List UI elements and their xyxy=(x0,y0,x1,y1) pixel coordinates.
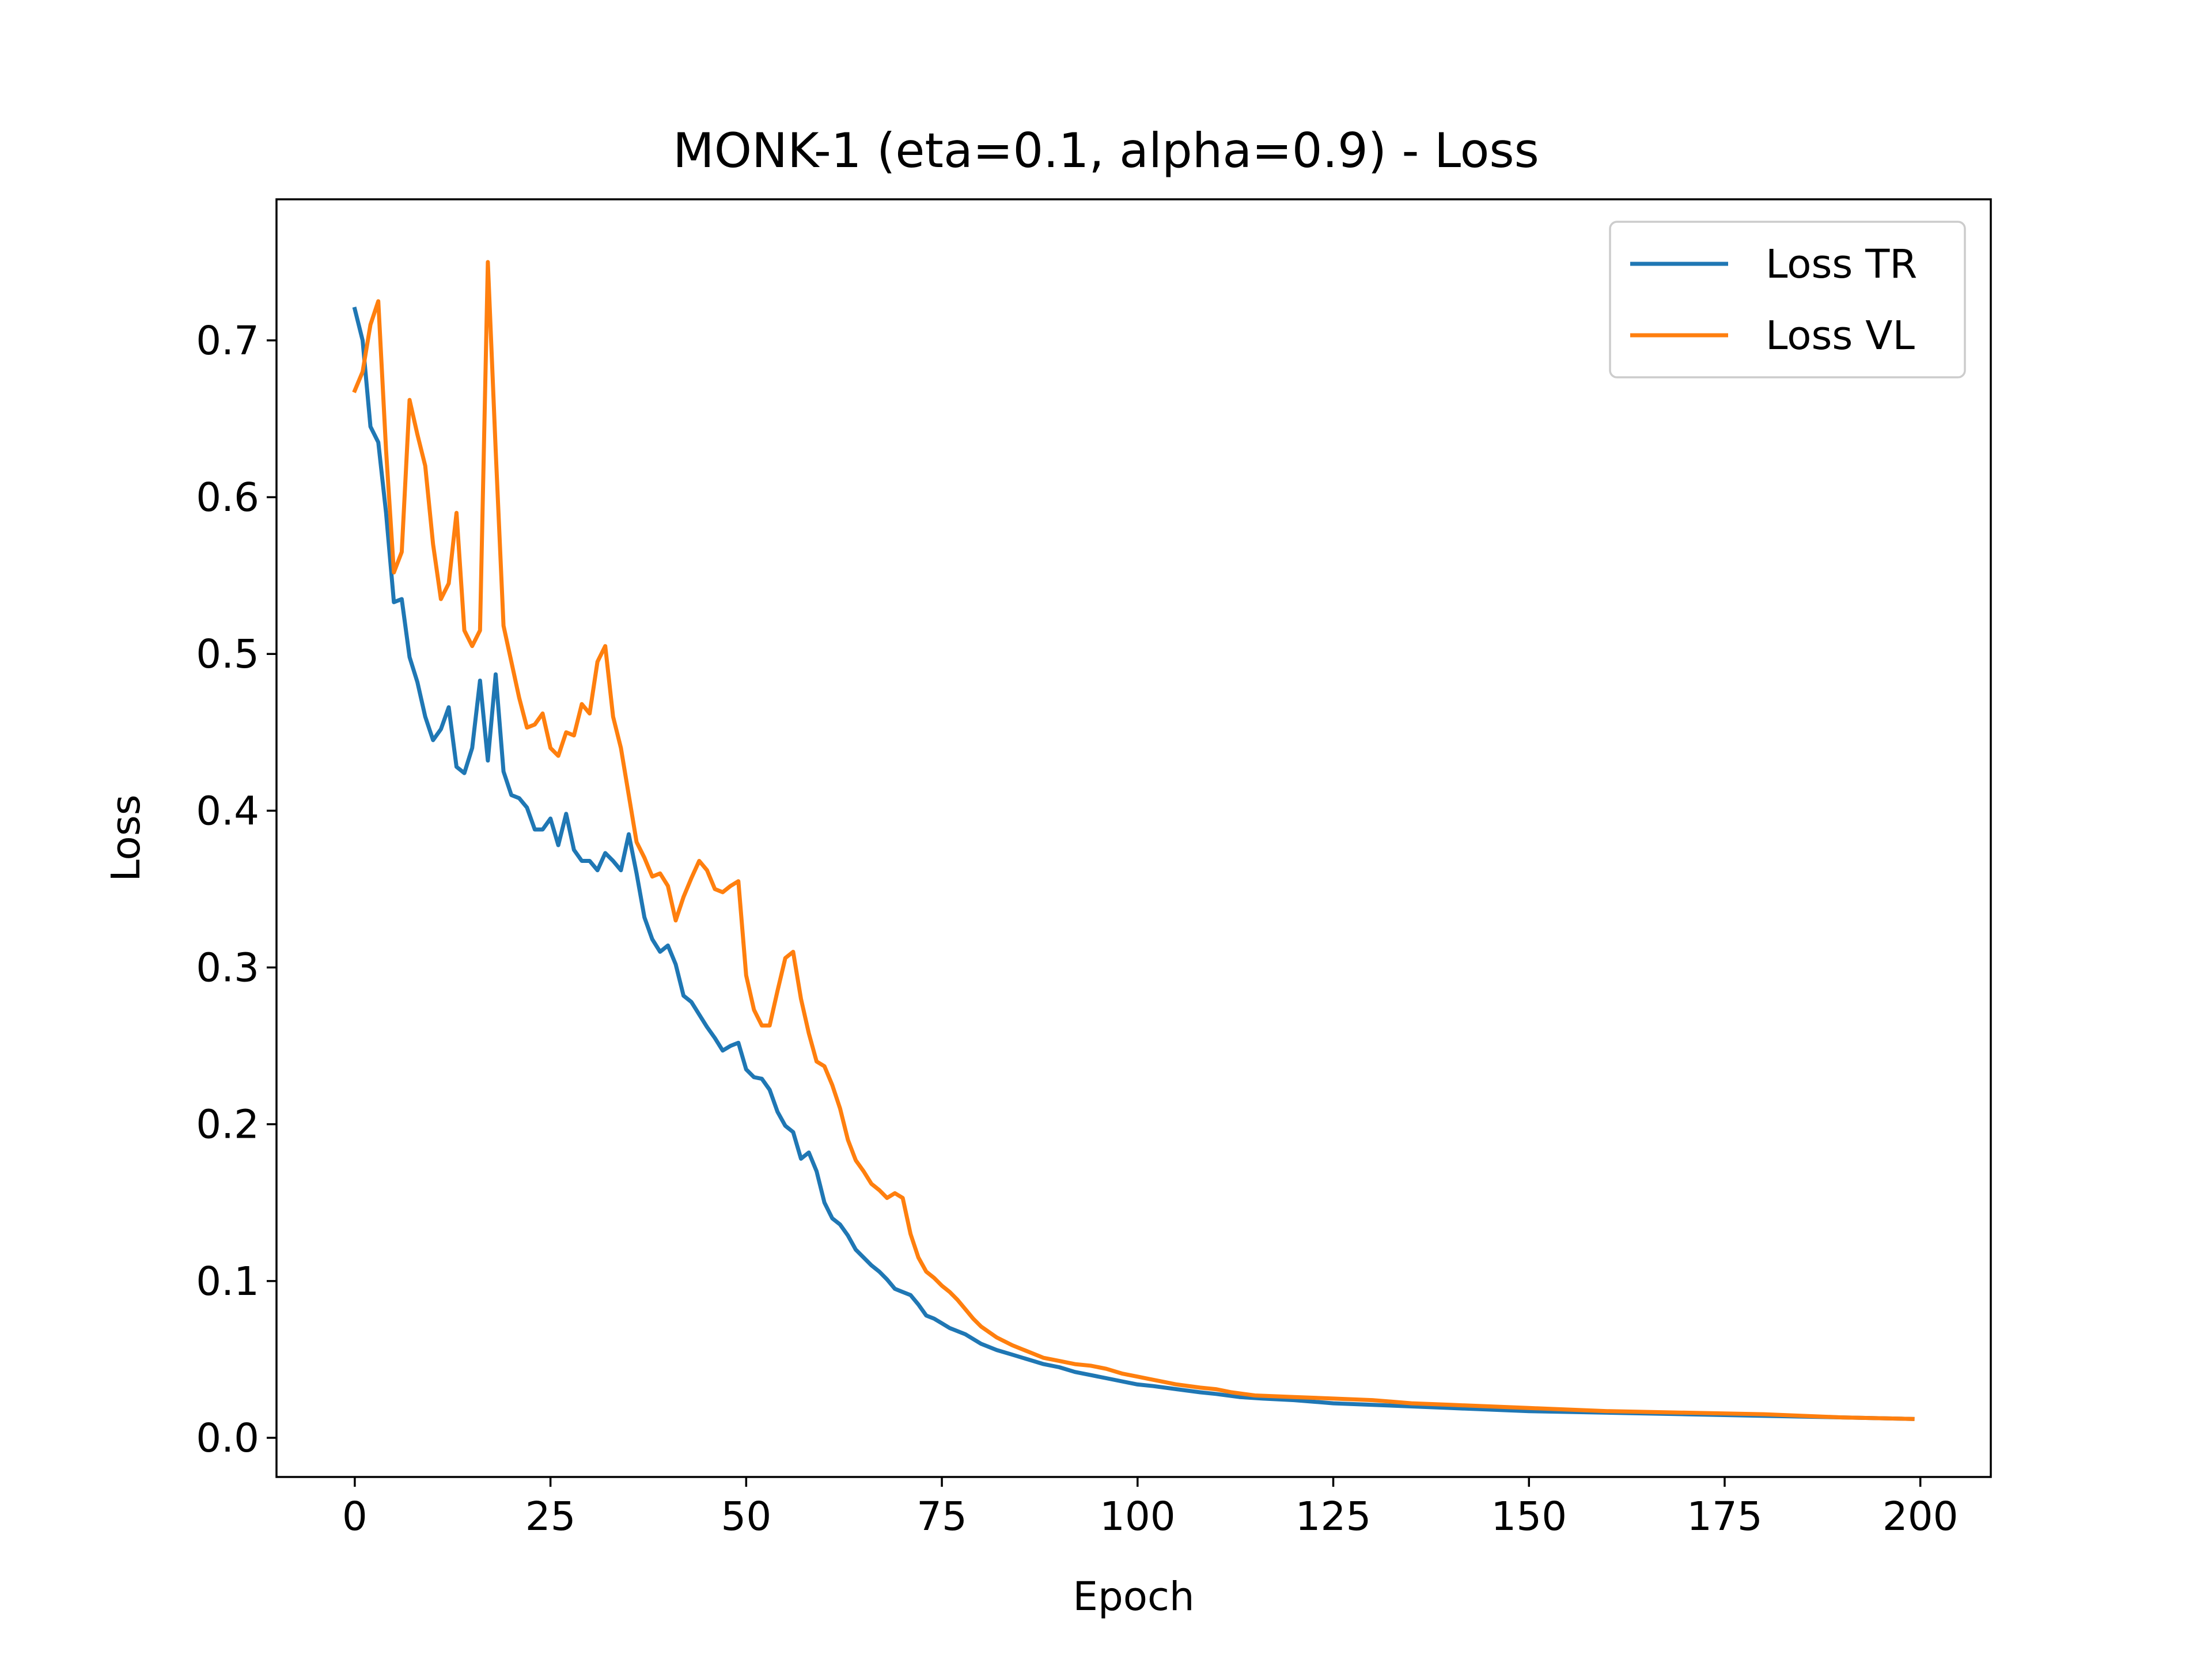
x-tick-label: 150 xyxy=(1491,1494,1567,1540)
legend-label-loss-tr: Loss TR xyxy=(1766,241,1917,287)
x-tick-label: 200 xyxy=(1883,1494,1959,1540)
series-layer xyxy=(352,260,1915,1421)
legend-label-loss-vl: Loss VL xyxy=(1766,313,1915,359)
y-tick-label: 0.0 xyxy=(196,1415,259,1461)
y-tick-label: 0.1 xyxy=(196,1259,259,1305)
x-tick-label: 175 xyxy=(1687,1494,1763,1540)
y-tick-label: 0.2 xyxy=(196,1102,259,1148)
y-tick-label: 0.4 xyxy=(196,788,259,834)
y-axis: 0.0 0.1 0.2 0.3 0.4 0.5 0.6 0.7 xyxy=(196,318,276,1461)
x-tick-label: 125 xyxy=(1296,1494,1372,1540)
x-tick-label: 75 xyxy=(916,1494,967,1540)
plot-frame xyxy=(275,198,1992,1478)
y-tick-label: 0.6 xyxy=(196,475,259,521)
x-tick-label: 100 xyxy=(1100,1494,1176,1540)
y-tick-label: 0.3 xyxy=(196,945,259,991)
y-tick-label: 0.7 xyxy=(196,318,259,364)
series-line-loss-tr xyxy=(352,306,1915,1421)
x-tick-label: 25 xyxy=(525,1494,576,1540)
y-axis-label: Loss xyxy=(103,794,149,881)
x-tick-label: 50 xyxy=(721,1494,771,1540)
legend: Loss TR Loss VL xyxy=(1609,221,1966,378)
chart-title: MONK-1 (eta=0.1, alpha=0.9) - Loss xyxy=(673,123,1539,179)
x-tick-label: 0 xyxy=(342,1494,368,1540)
y-tick-label: 0.5 xyxy=(196,631,259,677)
x-axis: 0 25 50 75 100 125 150 175 200 xyxy=(342,1477,1959,1540)
x-axis-label: Epoch xyxy=(1073,1574,1194,1620)
series-line-loss-vl xyxy=(352,260,1915,1421)
legend-box xyxy=(1609,221,1966,378)
